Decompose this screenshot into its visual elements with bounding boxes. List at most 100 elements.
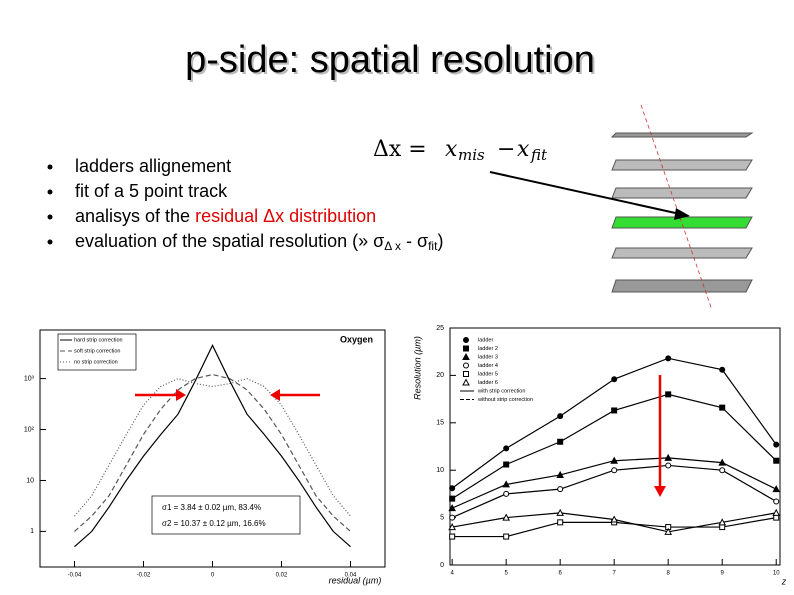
ladder-stack [610,104,754,311]
resolution-plot: 4 5 6 7 8 9 10 0 5 10 15 20 25 Resolution (µm) z ladder… [412,325,786,587]
x-tick-label: -0.02 [137,573,151,579]
x-tick-label: 7 [613,571,617,577]
series-line [74,343,351,548]
legend-label: hard strip correction [74,337,123,343]
marker [556,508,565,516]
marker [463,345,469,352]
bullet-segment: fit of a 5 point track [75,181,228,201]
bullet-dot [47,214,53,220]
annotation: σ2 = 10.37 ± 0.12 µm, 16.6% [162,519,266,528]
bullet-segment: Δ x [384,239,401,253]
y-tick-label: 10 [436,467,444,474]
marker [448,523,457,531]
x-axis-label: z [781,576,787,586]
bullet-list: ladders allignement fit of a 5 point trac… [47,156,443,253]
bullet-dot [47,239,53,245]
marker [718,518,727,526]
marker [719,366,726,373]
marker [611,376,618,383]
y-axis-label: Resolution (µm) [412,336,422,400]
formula-sub: mis [458,146,485,164]
marker [503,533,510,540]
legend-label: ladder 6 [478,380,498,386]
marker [463,362,469,369]
bullet-segment: - σ [401,231,428,251]
x-axis-label: residual (µm) [329,575,382,585]
marker [664,453,673,461]
legend-label: ladder [478,337,493,343]
bullet-text: analisys of the residual Δx distribution [75,206,376,226]
marker [557,519,564,526]
marker [557,438,564,445]
marker [556,470,565,478]
bullet-segment: evaluation of the spatial resolution (» … [75,231,384,251]
marker [719,404,726,411]
legend-label: without strip correction [477,397,533,403]
title: p-side: spatial resolution [185,39,595,81]
bullet-dot [47,189,53,195]
bullet-segment: residual Δx distribution [195,206,376,226]
y-tick-label: 0 [440,562,444,569]
formula-lhs: Δx = [373,137,427,162]
residual-plot: -0.04 -0.02 0 0.02 0.04 10³ 10² 10 1 hard strip c… [24,329,386,585]
formula-sub: fit [530,146,548,164]
legend-label: with strip correction [477,388,525,394]
marker [611,407,618,414]
x-tick-label: 8 [667,571,671,577]
x-tick-label: 0.02 [276,573,288,579]
bullet-text: evaluation of the spatial resolution (» … [75,231,443,253]
x-tick-label: 0 [211,573,215,579]
legend-label: soft strip correction [74,348,120,354]
annotation: Oxygen [340,334,373,344]
x-tick-label: 6 [559,571,563,577]
arrow-head [674,208,690,220]
marker [463,371,469,377]
marker [503,490,510,497]
bullet-segment: analisys of the [75,206,195,226]
x-tick-label: 10 [773,571,780,577]
marker [449,495,456,502]
marker [449,533,456,540]
marker [503,445,510,452]
marker [611,467,618,474]
series-line [74,373,351,532]
marker [462,352,470,360]
legend-label: ladder 5 [478,371,498,377]
annotation: σ1 = 3.84 ± 0.02 µm, 83.4% [162,503,261,512]
legend-label: no strip correction [74,359,118,365]
x-tick-label: 0.04 [345,573,357,579]
marker [557,486,564,493]
bullet-text: fit of a 5 point track [75,181,228,201]
marker [772,508,781,516]
bullet-dot [47,164,53,170]
marker [773,441,780,448]
marker [463,337,469,343]
marker [503,461,510,468]
series-line [74,377,351,517]
y-tick-label: 5 [440,514,444,521]
x-tick-label: 5 [504,571,508,577]
x-tick-label: 9 [721,571,725,577]
legend-box [57,333,137,371]
bullet-text: ladders allignement [75,156,231,176]
plot-frame [449,327,781,566]
marker [773,498,780,505]
x-tick-label: -0.04 [68,573,82,579]
marker [665,391,672,398]
arrows [135,375,666,497]
y-tick-label: 15 [436,420,444,427]
title-shadow: p-side: spatial resolution [187,41,597,83]
marker [664,527,673,535]
marker [462,378,470,386]
x-tick-label: 4 [450,571,454,577]
marker [449,485,456,492]
legend-label: ladder 2 [478,346,498,352]
marker [448,504,457,512]
formula-var: x [445,137,458,162]
y-tick-label: 1 [30,528,34,535]
formula-var: x [517,137,530,162]
y-tick-label: 10² [24,426,35,433]
legend-label: ladder 4 [478,363,498,369]
marker [502,513,511,521]
